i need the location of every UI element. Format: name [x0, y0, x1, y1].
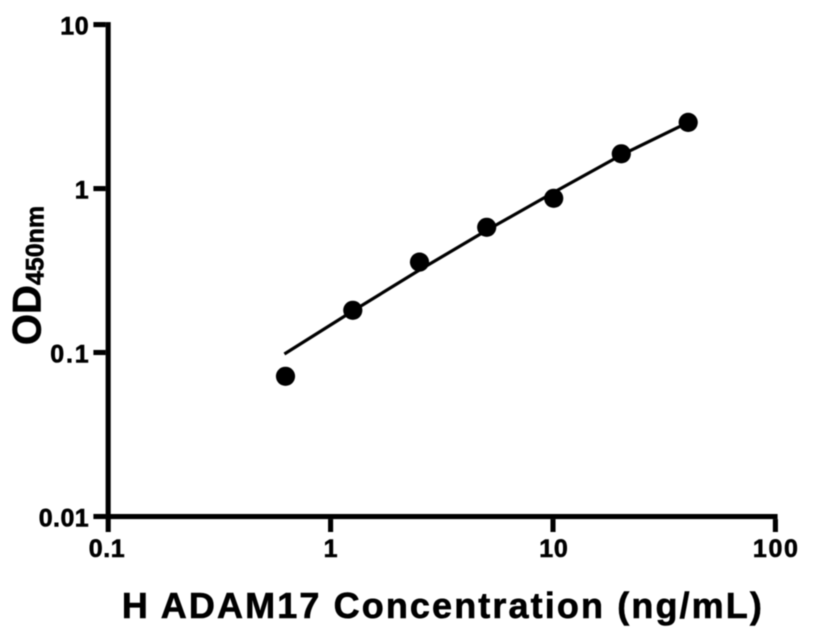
- svg-text:10: 10: [60, 13, 89, 41]
- svg-text:0.1: 0.1: [50, 341, 89, 369]
- svg-text:H ADAM17 Concentration (ng/mL): H ADAM17 Concentration (ng/mL): [122, 585, 762, 626]
- svg-text:OD450nm: OD450nm: [6, 206, 50, 345]
- svg-text:100: 100: [753, 535, 798, 563]
- svg-text:1: 1: [75, 177, 89, 205]
- svg-text:0.1: 0.1: [89, 535, 125, 563]
- svg-text:0.01: 0.01: [39, 505, 89, 533]
- svg-text:1: 1: [324, 535, 338, 563]
- svg-text:10: 10: [539, 535, 568, 563]
